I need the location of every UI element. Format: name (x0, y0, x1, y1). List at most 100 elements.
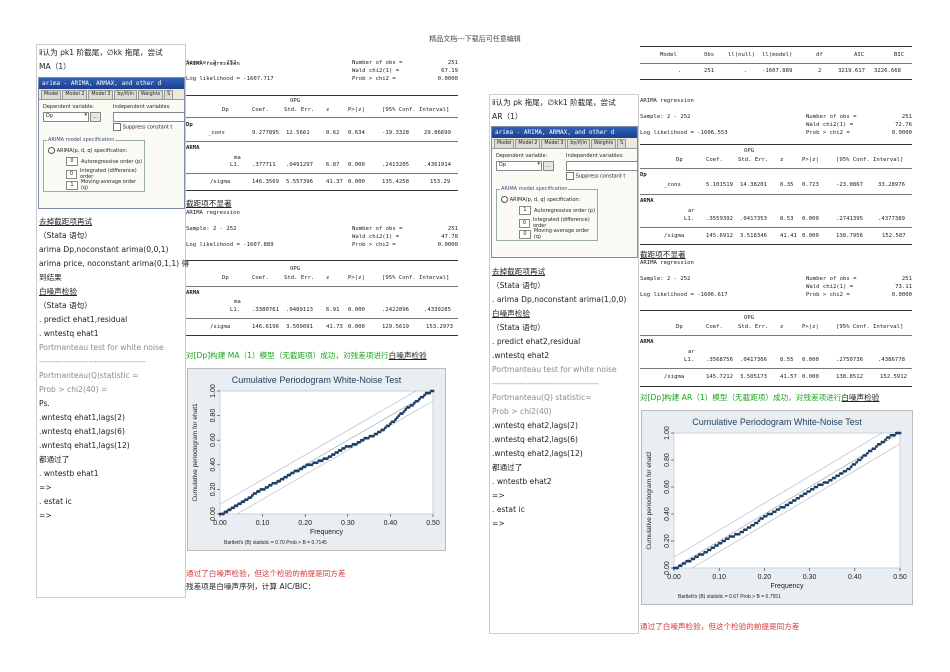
data-point (692, 557, 696, 561)
suppress-constant-checkbox[interactable]: Suppress constant t (113, 123, 172, 131)
col-z: z (326, 275, 330, 281)
bartlett-note: Bartlett's (B) statistic = 0.70 Prob > B… (224, 540, 327, 546)
left-line: . estat ic (39, 497, 72, 506)
tab-s[interactable]: S (617, 139, 627, 148)
section-arma: ARMA (640, 339, 654, 345)
arima-dialog-ar[interactable]: arima - ARIMA, ARMAX, and other d Model … (491, 126, 638, 258)
indep-var-label: Independent variables: (566, 153, 624, 159)
data-point (320, 459, 324, 463)
x-tick-label: 0.30 (341, 520, 355, 527)
left-line: arima price, noconstant arima(0,1,1) 得 (39, 259, 190, 268)
cell: 8.53 (780, 216, 794, 222)
ar-conclusion-text: 对[Dp]构建 AR（1）模型（无截距项）成功，对残差项进行 (640, 393, 842, 402)
tab-s[interactable]: S (164, 90, 174, 99)
ar-intercept-caption: 截距项不显著 (640, 250, 686, 259)
indep-var-input[interactable] (113, 112, 184, 122)
data-point (387, 424, 391, 428)
cell: 145.7212 (706, 374, 733, 380)
ma-output-1-summary: Sample: 2 - 252 Log likelihood = -1607.7… (186, 60, 458, 90)
y-tick-label: 0.00 (210, 507, 217, 521)
table-rule (640, 227, 912, 228)
tab-model-2[interactable]: Model 2 (515, 139, 541, 148)
data-point (719, 541, 723, 545)
ar-regression-output-2: ARIMA regression Sample: 2 - 252 Log lik… (640, 260, 912, 302)
tab-by-if-in[interactable]: by/if/in (114, 90, 137, 99)
q-order-spinner[interactable]: 0 (519, 229, 531, 239)
table-rule (640, 310, 912, 311)
arima-spec-radio[interactable]: ARIMA(p, d, q) specification: (501, 196, 580, 203)
data-point (288, 473, 292, 477)
d-order-spinner[interactable]: 0 (519, 218, 530, 228)
cell: 146.6196 (252, 324, 279, 330)
data-point (875, 445, 878, 448)
white-noise-link[interactable]: 白噪声检验 (388, 351, 427, 360)
nobs-value: 251 (447, 60, 458, 66)
right-line: .wntestq ehat2,lags(12) (492, 449, 583, 458)
tab-weights[interactable]: Weights (590, 139, 617, 148)
white-noise-link[interactable]: 白噪声检验 (841, 393, 880, 402)
right-line: 白噪声检验 (492, 309, 530, 318)
cell: .2422896 (382, 307, 409, 313)
data-point (354, 442, 358, 446)
cell: 5.101519 (706, 182, 733, 188)
left-line: 都通过了 (39, 455, 70, 464)
suppress-constant-checkbox[interactable]: Suppress constant t (566, 172, 625, 180)
arima-spec-radio[interactable]: ARIMA(p, d, q) specification: (48, 147, 127, 154)
x-tick-label: 0.00 (213, 520, 227, 527)
right-intro-line2: AR（1） (492, 112, 523, 121)
data-point (412, 401, 416, 405)
x-tick-label: 0.50 (893, 574, 907, 581)
data-point (858, 458, 862, 462)
tab-model-2[interactable]: Model 2 (62, 90, 88, 99)
d-order-row: 0 Integrated (difference) order (519, 217, 597, 229)
wald-label: Wald chi2(1) = (806, 122, 854, 128)
dep-var-select[interactable]: Dp ▾ (43, 112, 89, 122)
browse-button[interactable]: … (90, 112, 101, 122)
indep-var-input[interactable] (566, 161, 637, 171)
spec-radio-label: ARIMA(p, d, q) specification: (509, 197, 581, 203)
tab-model-3[interactable]: Model 3 (541, 139, 567, 148)
data-point (375, 432, 379, 436)
p-order-row: 0 Autoregressive order (p) (66, 157, 142, 166)
y-tick-label: 1.00 (664, 426, 671, 440)
dep-var-label: Dependent variable: (496, 153, 548, 159)
col-z: z (780, 324, 784, 330)
right-line: --------------------------------------- (492, 379, 599, 388)
chart-title: Cumulative Periodogram White-Noise Test (692, 417, 862, 427)
cell: 12.5661 (286, 130, 310, 136)
row-label: _cons (664, 182, 681, 188)
sample-range: Sample: 2 - 252 (640, 114, 691, 120)
tab-weights[interactable]: Weights (137, 90, 164, 99)
p-order-spinner[interactable]: 0 (66, 157, 78, 166)
d-order-spinner[interactable]: 0 (66, 169, 77, 179)
tab-model[interactable]: Model (494, 139, 515, 148)
q-order-row: 0 Moving-average order (q) (519, 228, 597, 240)
arima-dialog-ma[interactable]: arima - ARIMA, ARMAX, and other d Model … (38, 77, 185, 209)
chevron-down-icon: ▾ (84, 112, 87, 118)
cell: 41.41 (780, 233, 797, 239)
left-line: arima Dp,noconstant arima(0,0,1) (39, 245, 169, 254)
cell: 33.28976 (878, 182, 905, 188)
p-order-spinner[interactable]: 1 (519, 206, 531, 215)
browse-button[interactable]: … (543, 161, 554, 171)
data-point (383, 426, 387, 430)
dep-var-select[interactable]: Dp ▾ (496, 161, 542, 171)
right-line: Portmanteau(Q) statistic= (492, 393, 592, 402)
chevron-down-icon: ▾ (537, 161, 540, 167)
q-order-spinner[interactable]: 1 (66, 180, 78, 190)
cell: 3226.668 (874, 68, 901, 74)
table-rule (640, 79, 912, 80)
row-label-sigma: /sigma (210, 179, 231, 185)
radio-selected-icon (501, 196, 508, 203)
y-tick-label: 0.80 (664, 453, 671, 467)
output-title: ARIMA regression (640, 260, 694, 266)
right-notes-text: 去掉截距项再试 （Stata 语句） . arima Dp,noconstant a… (492, 265, 626, 531)
y-axis-label: Cumulative periodogram for ehat1 (192, 403, 199, 502)
tab-model[interactable]: Model (41, 90, 62, 99)
data-point (416, 399, 420, 403)
tab-model-3[interactable]: Model 3 (88, 90, 114, 99)
col-ci: [95% Conf. Interval] (836, 157, 904, 163)
tab-by-if-in[interactable]: by/if/in (567, 139, 590, 148)
log-likelihood: Log likelihood = -1607.889 (186, 242, 274, 248)
wald-value: 67.19 (441, 68, 458, 74)
